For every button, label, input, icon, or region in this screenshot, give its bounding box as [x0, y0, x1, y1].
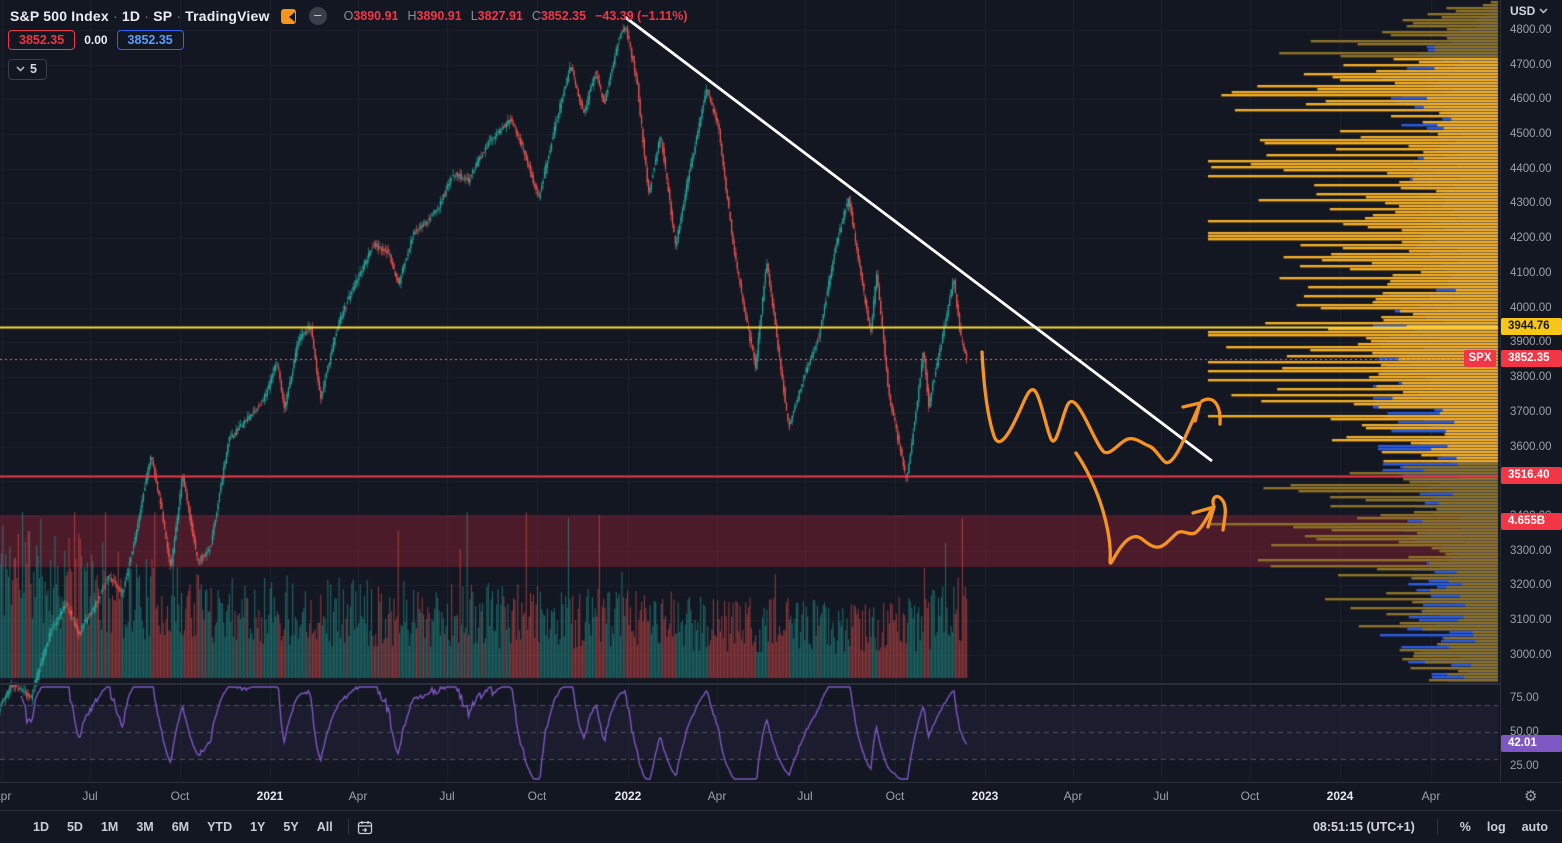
range-group: 1D 5D 1M 3M 6M YTD 1Y 5Y All — [0, 817, 340, 837]
price-tick-label: 3000.00 — [1510, 648, 1552, 661]
time-axis[interactable]: ⚙ Apr Jul Oct 2021 Apr Jul Oct 2022 Apr Jul Oct 202… — [0, 782, 1562, 810]
time-tick-label: Jul — [797, 789, 813, 803]
range-button-3m[interactable]: 3M — [136, 820, 154, 834]
gear-icon[interactable]: ⚙ — [1524, 788, 1538, 805]
chart-legend: S&P 500 Index · 1D · SP · TradingView – … — [10, 6, 688, 26]
price-tick-label: 4100.00 — [1510, 266, 1552, 279]
price-tick-label: 3700.00 — [1510, 405, 1552, 418]
pane-divider[interactable] — [0, 683, 1562, 685]
range-button-6m[interactable]: 6M — [171, 820, 190, 834]
exchange-label: SP — [153, 8, 173, 24]
interval-label: 1D — [121, 8, 141, 24]
bottom-toolbar: 1D 5D 1M 3M 6M YTD 1Y 5Y All 08:51:15 (UTC+1) % l… — [0, 810, 1562, 843]
time-tick-label: Jul — [439, 789, 455, 803]
scale-option-log[interactable]: log — [1486, 820, 1506, 834]
price-tick-label: 4600.00 — [1510, 93, 1552, 106]
price-tick-label: 4300.00 — [1510, 197, 1552, 210]
change-value: −43.39 (−1.11%) — [595, 9, 688, 23]
time-tick-label: Apr — [0, 789, 12, 803]
price-axis-tag: 3852.35 — [1501, 350, 1562, 368]
time-tick-label: Jul — [1153, 789, 1169, 803]
buy-price-button[interactable]: 3852.35 — [116, 30, 184, 50]
go-to-date-icon[interactable] — [357, 820, 374, 835]
price-tick-label: 3100.00 — [1510, 614, 1552, 627]
time-tick-label: 2021 — [256, 789, 284, 803]
price-tick-label: 4400.00 — [1510, 162, 1552, 175]
clock-label[interactable]: 08:51:15 (UTC+1) — [1312, 820, 1415, 834]
range-button-1m[interactable]: 1M — [100, 820, 119, 834]
rsi-tick-label: 25.00 — [1510, 760, 1539, 772]
ohlc-values: O3890.91 H3890.91 L3827.91 C3852.35 −43.… — [343, 9, 688, 23]
price-tick-label: 4800.00 — [1510, 23, 1552, 36]
separator: · — [112, 8, 118, 24]
time-tick-label: Apr — [1063, 789, 1083, 803]
range-button-all[interactable]: All — [316, 820, 333, 834]
right-axis[interactable]: USD 4800.00 4700.00 4600.00 4500.00 4400.00 4… — [1500, 0, 1562, 782]
price-tick-label: 3200.00 — [1510, 579, 1552, 592]
scale-options: % log auto — [1460, 820, 1548, 834]
price-tick-label: 3600.00 — [1510, 440, 1552, 453]
toolbar-divider — [1436, 819, 1438, 835]
chevron-down-icon — [1539, 8, 1548, 14]
time-tick-label: 2022 — [614, 789, 642, 803]
time-tick-label: Apr — [348, 789, 368, 803]
provider-label: TradingView — [185, 8, 270, 24]
visibility-toggle-icon[interactable]: – — [308, 7, 327, 25]
rsi-tick-label: 75.00 — [1510, 692, 1539, 704]
price-tick-label: 4000.00 — [1510, 301, 1552, 314]
range-button-1y[interactable]: 1Y — [250, 820, 266, 834]
symbol-title[interactable]: S&P 500 Index · 1D · SP · TradingView — [10, 8, 270, 24]
spread-value: 0.00 — [84, 33, 108, 47]
time-tick-label: Apr — [1421, 789, 1441, 803]
range-button-1d[interactable]: 1D — [33, 820, 49, 834]
separator: · — [176, 8, 182, 24]
price-tick-label: 4200.00 — [1510, 232, 1552, 245]
toolbar-divider — [347, 819, 349, 835]
price-axis-tag: 4.655B — [1501, 512, 1562, 530]
separator: · — [144, 8, 150, 24]
time-tick-label: 2023 — [971, 789, 999, 803]
price-tick-label: 4700.00 — [1510, 58, 1552, 71]
price-tick-label: 4500.00 — [1510, 128, 1552, 141]
price-axis-tag: 42.01 — [1501, 734, 1562, 752]
time-tick-label: Apr — [707, 789, 727, 803]
currency-selector[interactable]: USD — [1501, 4, 1562, 18]
time-tick-label: Oct — [885, 789, 905, 803]
object-tree-toggle[interactable]: 5 — [8, 59, 47, 80]
time-tick-label: 2024 — [1326, 789, 1354, 803]
range-button-5y[interactable]: 5Y — [283, 820, 299, 834]
price-tick-label: 3300.00 — [1510, 544, 1552, 557]
symbol-flag-tag: SPX — [1464, 350, 1496, 368]
price-axis-tag: 3516.40 — [1501, 467, 1562, 485]
scale-option-auto[interactable]: auto — [1521, 820, 1548, 834]
time-tick-label: Oct — [170, 789, 190, 803]
time-tick-label: Oct — [527, 789, 547, 803]
price-tick-label: 3800.00 — [1510, 371, 1552, 384]
time-tick-label: Oct — [1240, 789, 1260, 803]
time-tick-label: Jul — [82, 789, 98, 803]
chevron-down-icon — [16, 66, 25, 72]
range-button-5d[interactable]: 5D — [66, 820, 83, 834]
sell-price-button[interactable]: 3852.35 — [8, 30, 76, 50]
price-chart-canvas[interactable] — [0, 0, 1500, 782]
range-button-ytd[interactable]: YTD — [207, 820, 233, 834]
price-tick-label: 3900.00 — [1510, 336, 1552, 349]
scale-option-percent[interactable]: % — [1459, 820, 1471, 834]
symbol-logo-icon — [280, 8, 296, 24]
price-axis-tag: 3944.76 — [1501, 318, 1562, 336]
